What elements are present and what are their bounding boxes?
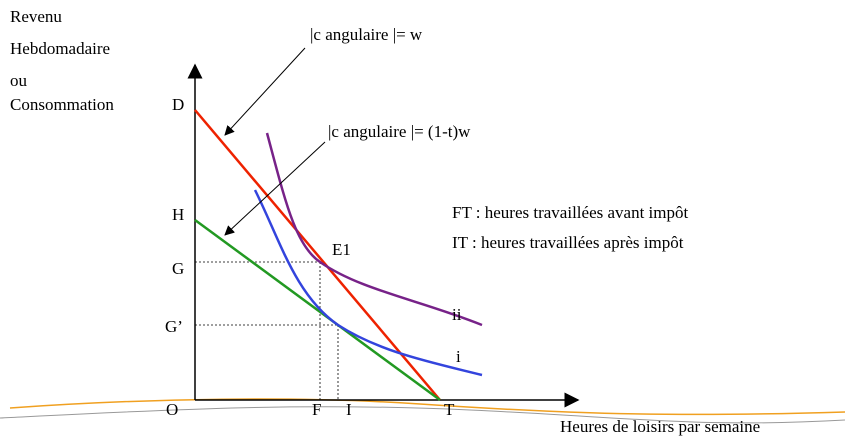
- label: Revenu: [10, 7, 62, 26]
- indifference-curve: [253, 189, 483, 377]
- budget-line-tax: [194, 218, 441, 402]
- label: G: [172, 259, 184, 278]
- wave: [9, 398, 845, 416]
- label: i: [456, 347, 461, 366]
- label: ou: [10, 71, 28, 90]
- label: ii: [452, 305, 462, 324]
- legend: FT : heures travaillées avant impôt: [452, 203, 688, 222]
- label: T: [444, 400, 455, 419]
- legend: IT : heures travaillées après impôt: [452, 233, 684, 252]
- label: I: [346, 400, 352, 419]
- indifference-curve: [265, 132, 483, 327]
- label: E1: [332, 240, 351, 259]
- budget-line: [194, 109, 441, 401]
- label: Consommation: [10, 95, 114, 114]
- guides: [195, 261, 339, 400]
- arrow: [224, 47, 306, 136]
- annotation: |c angulaire |= (1-t)w: [328, 122, 471, 141]
- label: F: [312, 400, 321, 419]
- x-axis-label: Heures de loisirs par semaine: [560, 417, 760, 436]
- label: Hebdomadaire: [10, 39, 110, 58]
- label: O: [166, 400, 178, 419]
- arrow: [224, 141, 326, 236]
- label: D: [172, 95, 184, 114]
- label: G’: [165, 317, 183, 336]
- wave: [0, 406, 845, 424]
- label: H: [172, 205, 184, 224]
- annotation: |c angulaire |= w: [310, 25, 423, 44]
